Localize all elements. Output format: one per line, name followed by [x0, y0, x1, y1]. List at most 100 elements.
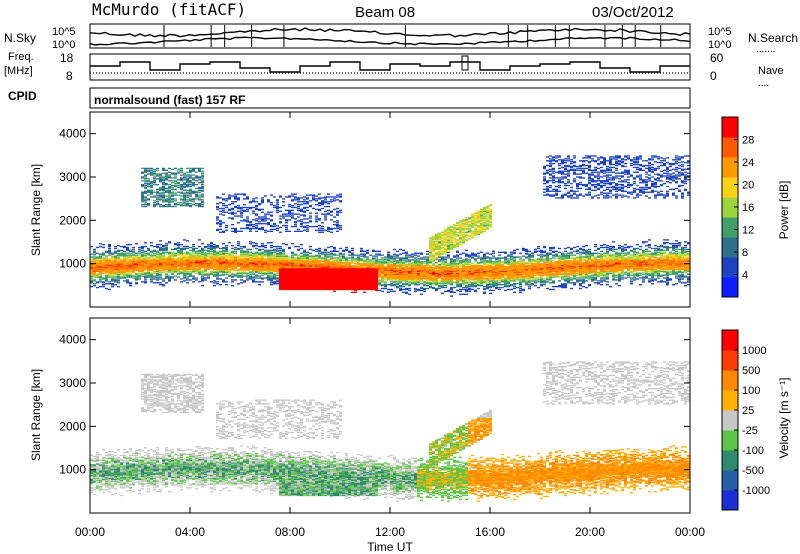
heatmap-cell	[399, 253, 402, 255]
heatmap-cell	[408, 277, 411, 279]
heatmap-cell	[153, 275, 156, 277]
heatmap-cell	[273, 254, 276, 256]
heatmap-cell	[129, 261, 132, 263]
heatmap-cell	[456, 242, 459, 244]
heatmap-cell	[93, 280, 96, 282]
heatmap-cell	[135, 268, 138, 271]
heatmap-cell	[156, 266, 159, 269]
heatmap-cell	[132, 254, 135, 256]
heatmap-cell	[270, 215, 273, 217]
heatmap-cell	[96, 262, 99, 264]
heatmap-cell	[291, 263, 294, 265]
heatmap-cell	[177, 273, 180, 275]
heatmap-cell	[426, 271, 429, 273]
heatmap-cell	[441, 284, 444, 287]
heatmap-cell	[231, 211, 234, 213]
heatmap-cell	[384, 278, 387, 280]
heatmap-cell	[198, 182, 201, 184]
heatmap-cell	[279, 276, 282, 278]
heatmap-cell	[345, 260, 348, 262]
heatmap-cell	[411, 279, 414, 281]
heatmap-cell	[405, 261, 408, 263]
heatmap-cell	[426, 284, 429, 287]
heatmap-cell	[309, 278, 312, 280]
heatmap-cell	[276, 257, 279, 259]
heatmap-cell	[198, 186, 201, 189]
heatmap-cell	[171, 268, 174, 271]
heatmap-cell	[276, 224, 279, 227]
heatmap-cell	[411, 281, 414, 283]
heatmap-cell	[195, 269, 198, 272]
heatmap-cell	[333, 247, 336, 250]
heatmap-cell	[300, 266, 303, 269]
heatmap-cell	[162, 271, 165, 273]
heatmap-cell	[138, 267, 141, 270]
heatmap-cell	[123, 255, 126, 257]
heatmap-cell	[357, 269, 360, 272]
heatmap-cell	[165, 251, 168, 253]
heatmap-cell	[318, 271, 321, 273]
heatmap-cell	[255, 207, 258, 210]
heatmap-cell	[132, 251, 135, 253]
heatmap-cell	[453, 267, 456, 270]
heatmap-cell	[228, 255, 231, 257]
heatmap-cell	[279, 226, 282, 229]
heatmap-cell	[135, 243, 138, 245]
heatmap-cell	[186, 189, 189, 192]
heatmap-cell	[114, 250, 117, 253]
heatmap-cell	[156, 257, 159, 259]
heatmap-cell	[243, 251, 246, 253]
heatmap-cell	[270, 211, 273, 213]
heatmap-cell	[438, 242, 441, 244]
heatmap-cell	[456, 268, 459, 271]
heatmap-cell	[333, 223, 336, 226]
heatmap-cell	[273, 225, 276, 228]
heatmap-cell	[153, 168, 156, 171]
heatmap-cell	[213, 250, 216, 253]
heatmap-cell	[300, 267, 303, 270]
heatmap-cell	[249, 257, 252, 259]
heatmap-cell	[234, 206, 237, 209]
heatmap-cell	[453, 276, 456, 278]
heatmap-cell	[384, 284, 387, 287]
heatmap-cell	[258, 228, 261, 231]
heatmap-cell	[345, 257, 348, 259]
heatmap-cell	[399, 289, 402, 292]
heatmap-cell	[399, 268, 402, 271]
heatmap-cell	[240, 254, 243, 256]
heatmap-cell	[228, 242, 231, 244]
heatmap-cell	[117, 280, 120, 282]
heatmap-cell	[270, 255, 273, 257]
heatmap-cell	[252, 267, 255, 270]
heatmap-cell	[147, 194, 150, 196]
heatmap-cell	[189, 268, 192, 271]
heatmap-cell	[144, 169, 147, 171]
heatmap-cell	[192, 278, 195, 280]
heatmap-cell	[261, 271, 264, 273]
heatmap-cell	[441, 249, 444, 252]
heatmap-cell	[441, 244, 444, 247]
heatmap-cell	[111, 264, 114, 266]
heatmap-cell	[168, 266, 171, 269]
heatmap-cell	[372, 272, 375, 274]
heatmap-cell	[129, 255, 132, 257]
heatmap-cell	[219, 261, 222, 263]
heatmap-cell	[324, 273, 327, 275]
heatmap-cell	[117, 268, 120, 271]
heatmap-cell	[147, 274, 150, 276]
heatmap-cell	[201, 275, 204, 277]
heatmap-cell	[279, 260, 282, 262]
heatmap-cell	[153, 180, 156, 182]
heatmap-cell	[330, 280, 333, 282]
heatmap-cell	[216, 228, 219, 231]
heatmap-cell	[450, 245, 453, 248]
heatmap-cell	[186, 275, 189, 277]
heatmap-cell	[384, 267, 387, 270]
heatmap-cell	[372, 269, 375, 272]
heatmap-cell	[393, 284, 396, 287]
heatmap-cell	[258, 271, 261, 273]
heatmap-cell	[291, 254, 294, 256]
heatmap-cell	[225, 262, 228, 264]
heatmap-cell	[291, 278, 294, 280]
heatmap-cell	[315, 279, 318, 281]
